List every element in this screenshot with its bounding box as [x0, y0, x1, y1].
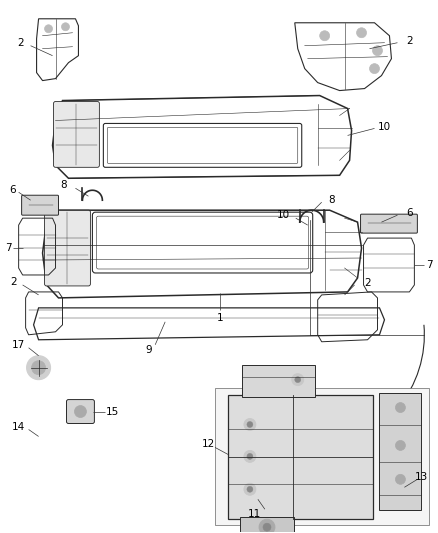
FancyBboxPatch shape	[45, 210, 90, 286]
Circle shape	[247, 486, 253, 492]
Bar	[379, 393, 421, 510]
Circle shape	[32, 361, 46, 375]
Text: 14: 14	[12, 423, 25, 432]
Text: 10: 10	[378, 123, 391, 132]
Text: 1: 1	[217, 313, 223, 323]
Text: 2: 2	[18, 38, 24, 48]
Text: 8: 8	[328, 195, 335, 205]
Text: 9: 9	[145, 345, 152, 355]
Circle shape	[372, 46, 382, 55]
Circle shape	[74, 406, 86, 417]
Circle shape	[27, 356, 50, 379]
Circle shape	[244, 418, 256, 431]
FancyBboxPatch shape	[67, 400, 95, 424]
Text: 7: 7	[5, 243, 12, 253]
Bar	[240, 517, 294, 533]
Circle shape	[247, 454, 253, 459]
Circle shape	[45, 25, 53, 33]
Circle shape	[61, 23, 70, 31]
Circle shape	[396, 474, 406, 484]
Circle shape	[396, 402, 406, 413]
Text: 8: 8	[60, 180, 67, 190]
Text: 7: 7	[426, 260, 433, 270]
Circle shape	[244, 483, 256, 495]
Circle shape	[259, 519, 275, 533]
Text: 11: 11	[248, 509, 261, 519]
Circle shape	[320, 31, 330, 41]
Text: 17: 17	[12, 340, 25, 350]
FancyBboxPatch shape	[21, 195, 59, 215]
Text: 15: 15	[106, 407, 119, 416]
Circle shape	[263, 523, 271, 531]
Circle shape	[244, 450, 256, 462]
Text: 2: 2	[406, 36, 413, 46]
Text: 2: 2	[11, 277, 17, 287]
Circle shape	[247, 422, 253, 427]
FancyBboxPatch shape	[53, 101, 99, 167]
Text: 6: 6	[9, 185, 16, 195]
Circle shape	[295, 377, 301, 383]
Text: 13: 13	[415, 472, 428, 482]
Bar	[228, 394, 372, 519]
Circle shape	[370, 63, 379, 74]
Bar	[215, 387, 429, 525]
Text: 12: 12	[201, 439, 215, 449]
FancyBboxPatch shape	[360, 214, 417, 233]
Text: 6: 6	[406, 208, 413, 218]
Circle shape	[292, 374, 304, 385]
Text: 2: 2	[364, 278, 371, 288]
Text: 10: 10	[277, 210, 290, 220]
Circle shape	[357, 28, 367, 38]
Circle shape	[396, 440, 406, 450]
Bar	[242, 365, 314, 397]
